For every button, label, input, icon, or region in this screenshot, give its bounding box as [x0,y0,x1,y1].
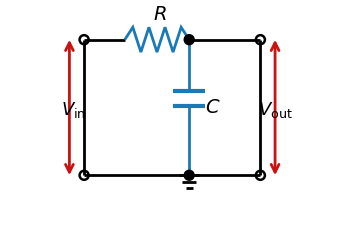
FancyArrowPatch shape [66,44,73,172]
Text: $C$: $C$ [205,97,221,116]
Text: $R$: $R$ [153,5,167,24]
Circle shape [184,171,194,180]
Text: $V_{\mathregular{out}}$: $V_{\mathregular{out}}$ [258,99,293,119]
FancyArrowPatch shape [271,44,279,172]
Circle shape [184,36,194,45]
Text: $V_{\mathregular{in}}$: $V_{\mathregular{in}}$ [61,99,86,119]
